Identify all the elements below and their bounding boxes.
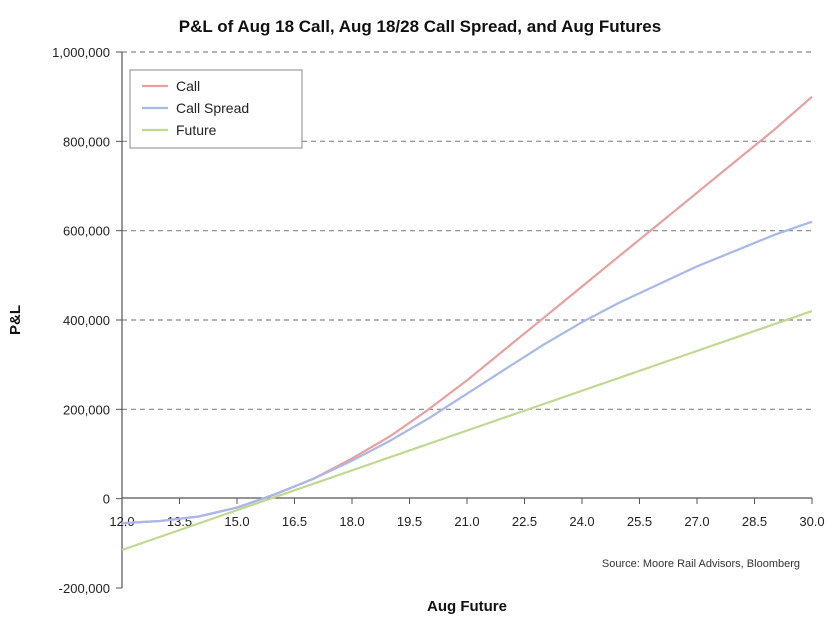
chart-title: P&L of Aug 18 Call, Aug 18/28 Call Sprea… [179,17,661,36]
y-tick-label: 800,000 [63,134,110,149]
x-axis-title: Aug Future [427,598,507,615]
legend-label-call-spread: Call Spread [176,100,249,116]
y-tick-label: 600,000 [63,224,110,239]
x-tick-label: 18.0 [339,514,364,529]
series-line-future [121,310,813,552]
x-tick-label: 27.0 [684,514,709,529]
x-tick-label: 21.0 [454,514,479,529]
series-line-call-spread [121,220,813,525]
series-line-call [121,95,813,525]
x-tick-label: 15.0 [224,514,249,529]
source-annotation: Source: Moore Rail Advisors, Bloomberg [602,558,800,570]
series-layer [121,95,813,552]
y-tick-label: 200,000 [63,402,110,417]
x-tick-label: 28.5 [742,514,767,529]
legend-label-future: Future [176,122,217,138]
x-tick-label: 24.0 [569,514,594,529]
grid-layer [122,51,812,410]
x-tick-label: 16.5 [282,514,307,529]
x-tick-label: 12.0 [109,514,134,529]
x-tick-label: 25.5 [627,514,652,529]
y-tick-label: 0 [103,492,110,507]
x-tick-label: 22.5 [512,514,537,529]
x-tick-label: 30.0 [799,514,824,529]
legend-label-call: Call [176,78,200,94]
y-tick-label: 1,000,000 [52,45,110,60]
y-axis-title: P&L [7,305,24,335]
legend: Call Call Spread Future [129,69,303,149]
x-tick-label: 19.5 [397,514,422,529]
y-tick-label: 400,000 [63,313,110,328]
y-tick-label: -200,000 [59,581,110,596]
axes-layer: 1,000,000 800,000 600,000 400,000 200,000 0 -2… [52,45,825,596]
